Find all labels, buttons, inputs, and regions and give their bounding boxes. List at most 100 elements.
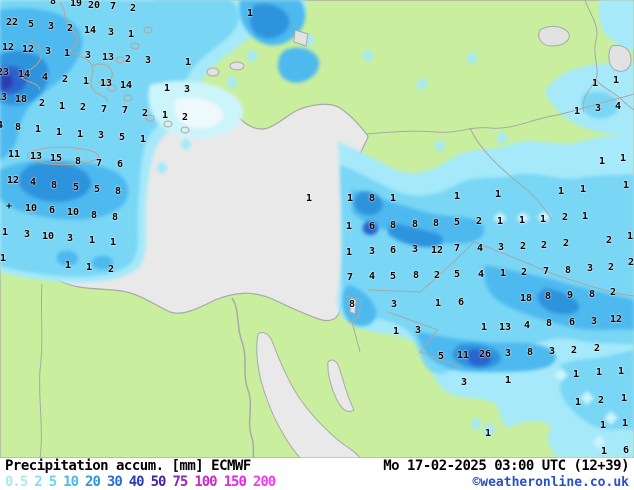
precip-value: 5 (72, 182, 80, 193)
precip-value: 8 (49, 0, 57, 7)
precip-value: 5 (453, 269, 461, 280)
precip-value: 12 (609, 314, 623, 325)
precip-value: 1 (504, 375, 512, 386)
precip-value: 3 (497, 242, 505, 253)
precip-value: 7 (346, 272, 354, 283)
precip-value: 3 (66, 233, 74, 244)
precip-value: 3 (594, 103, 602, 114)
precip-value: 1 (85, 262, 93, 273)
precip-value: 23 (0, 67, 10, 78)
map-title: Precipitation accum. [mm] ECMWF (5, 458, 251, 474)
precip-value: + (5, 201, 13, 212)
precip-value: 2 (593, 343, 601, 354)
scale-value: 30 (106, 474, 123, 490)
scale-value: 200 (252, 474, 276, 490)
precip-value: 3 (107, 27, 115, 38)
precip-value: 2 (124, 54, 132, 65)
scale-value: 0.5 (5, 474, 28, 490)
precip-value: 1 (595, 367, 603, 378)
precip-value: 1 (573, 106, 581, 117)
precip-value: 20 (87, 0, 101, 11)
precip-value: 19 (69, 0, 83, 9)
precip-value: 8 (411, 219, 419, 230)
precip-value: 14 (119, 80, 133, 91)
precip-value: 2 (79, 102, 87, 113)
precip-value: 3 (183, 84, 191, 95)
precip-value: 1 (1, 227, 9, 238)
precip-value: 1 (139, 134, 147, 145)
precip-value: 1 (621, 418, 629, 429)
precip-value: 13 (99, 78, 113, 89)
precip-value: 1 (581, 211, 589, 222)
precip-value: 3 (504, 348, 512, 359)
precip-value: 5 (93, 184, 101, 195)
color-scale: 0.5 2 5 10 20 30 40 50 75 100 150 200 (5, 474, 276, 490)
scale-value: 10 (63, 474, 79, 490)
scale-value: 50 (150, 474, 167, 490)
precip-value: 8 (74, 156, 82, 167)
precip-value: 3 (97, 130, 105, 141)
precip-value: 6 (568, 317, 576, 328)
precip-value: 1 (599, 420, 607, 431)
precip-value: 1 (389, 193, 397, 204)
precip-value: 1 (55, 127, 63, 138)
precip-value: 2 (540, 240, 548, 251)
precip-value: 14 (83, 25, 97, 36)
precip-value: 3 (411, 244, 419, 255)
precip-value: 1 (598, 156, 606, 167)
precip-value: 1 (88, 235, 96, 246)
precip-value: 3 (586, 263, 594, 274)
precipitation-map: 8192072122532143112123131323123144211314… (0, 0, 634, 458)
precip-value: 2 (562, 238, 570, 249)
precip-value: 1 (76, 129, 84, 140)
precip-value: 1 (345, 247, 353, 258)
precip-value: 1 (346, 193, 354, 204)
precip-value: 3 (590, 316, 598, 327)
precip-value: 8 (432, 218, 440, 229)
precip-value: 1 (612, 75, 620, 86)
precip-value: 1 (579, 184, 587, 195)
precip-value: 1 (64, 260, 72, 271)
precip-value: 8 (114, 186, 122, 197)
precip-value: 1 (434, 298, 442, 309)
precip-value: 8 (348, 299, 356, 310)
precip-value: 2 (609, 287, 617, 298)
precip-value: 1 (163, 83, 171, 94)
precip-value: 6 (389, 245, 397, 256)
precip-value: 1 (619, 153, 627, 164)
precip-value: 15 (49, 153, 63, 164)
map-datetime: Mo 17-02-2025 03:00 UTC (12+39) (383, 458, 629, 474)
precip-value: 8 (389, 220, 397, 231)
scale-value: 20 (85, 474, 101, 490)
precip-value: 1 (63, 48, 71, 59)
precip-value: 2 (61, 74, 69, 85)
precip-value: 4 (29, 177, 37, 188)
precip-value: 1 (496, 216, 504, 227)
aegean-coastlines (21, 1, 190, 166)
scale-value: 150 (223, 474, 247, 490)
precip-value: 7 (109, 1, 117, 12)
precip-value: 13 (101, 52, 115, 63)
precip-value: 6 (457, 297, 465, 308)
precipitation-values-layer: 8192072122532143112123131323123144211314… (0, 0, 634, 457)
precip-value: 4 (476, 243, 484, 254)
precip-value: 1 (109, 237, 117, 248)
precip-value: 5 (453, 217, 461, 228)
precip-value: 1 (557, 186, 565, 197)
precip-value: 1 (82, 76, 90, 87)
precip-value: 4 (368, 271, 376, 282)
precip-value: 2 (475, 216, 483, 227)
precip-value: 26 (478, 349, 492, 360)
precip-value: 2 (181, 112, 189, 123)
precip-value: 7 (95, 158, 103, 169)
precip-value: 8 (50, 180, 58, 191)
copyright-link[interactable]: ©weatheronline.co.uk (472, 474, 629, 490)
precip-value: 1 (184, 57, 192, 68)
precip-value: 12 (430, 245, 444, 256)
precip-value: 6 (622, 445, 630, 456)
precip-value: 1 (392, 326, 400, 337)
precip-value: 5 (27, 19, 35, 30)
precip-value: 8 (526, 347, 534, 358)
precip-value: 3 (47, 21, 55, 32)
precip-value: 5 (389, 271, 397, 282)
